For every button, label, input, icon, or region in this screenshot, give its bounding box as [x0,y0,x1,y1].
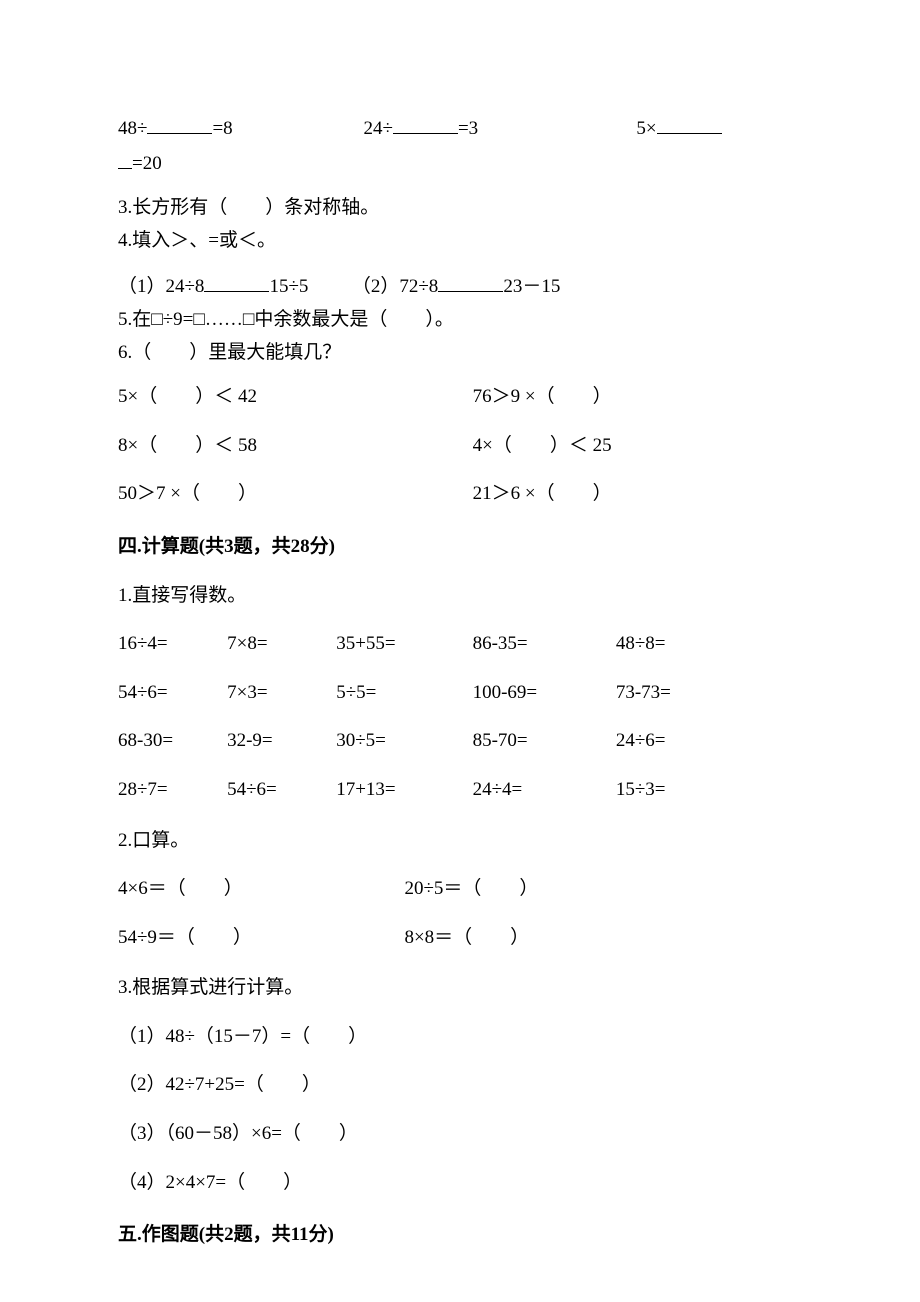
top-fill-row-1: 48÷ =8 24÷ =3 5× [118,114,800,143]
q6-row: 5×（ ）＜ 42 76＞9 ×（ ） [118,384,800,411]
top-fill-row-2: =20 [118,149,800,178]
right: 20÷5＝（ ） [404,876,745,903]
cell: 5÷5= [336,680,472,707]
cell: 85-70= [473,728,616,755]
left: 54÷9＝（ ） [118,925,404,952]
cell: 54÷6= [227,777,336,804]
s4-q2-row: 4×6＝（ ） 20÷5＝（ ） [118,876,800,903]
txt: 48÷ [118,118,147,139]
txt: 24÷ [364,118,393,139]
txt: =3 [458,118,478,139]
cell: 48÷8= [616,631,752,658]
cell: 73-73= [616,680,752,707]
cell: 32-9= [227,728,336,755]
cell: 68-30= [118,728,227,755]
top-fill-c: 5× [636,114,800,143]
q6: 6.（ ）里最大能填几？ [118,340,800,367]
q3: 3.长方形有（ ）条对称轴。 [118,195,800,222]
top-fill-b: 24÷ =3 [364,114,637,143]
cell: 30÷5= [336,728,472,755]
top-fill-a: 48÷ =8 [118,114,364,143]
cell: 28÷7= [118,777,227,804]
right: 8×8＝（ ） [404,925,745,952]
q4-items: （1）24÷8 15÷5 （2）72÷8 23－15 [118,272,800,301]
calc-row: 68-30= 32-9= 30÷5= 85-70= 24÷6= [118,728,800,755]
q6-left: 8×（ ）＜ 58 [118,433,473,460]
s4-q3-item: （3）（60－58）×6=（ ） [118,1121,800,1148]
calc-row: 54÷6= 7×3= 5÷5= 100-69= 73-73= [118,680,800,707]
cell: 7×3= [227,680,336,707]
blank-input[interactable] [118,149,132,169]
s4-q2-row: 54÷9＝（ ） 8×8＝（ ） [118,925,800,952]
q4-a-left: （1）24÷8 [118,276,204,297]
s4-q3: 3.根据算式进行计算。 [118,975,800,1002]
cell: 35+55= [336,631,472,658]
cell: 7×8= [227,631,336,658]
txt: =8 [212,118,232,139]
q5: 5.在□÷9=□……□中余数最大是（ ）。 [118,307,800,334]
blank-input[interactable] [393,114,458,134]
q4-b-left: （2）72÷8 [352,276,438,297]
q6-rows: 5×（ ）＜ 42 76＞9 ×（ ） 8×（ ）＜ 58 4×（ ）＜ 25 … [118,384,800,508]
s4-q3-items: （1）48÷（15－7）=（ ） （2）42÷7+25=（ ） （3）（60－5… [118,1024,800,1196]
q4-a-right: 15÷5 [269,276,308,297]
calc-row: 16÷4= 7×8= 35+55= 86-35= 48÷8= [118,631,800,658]
blank-input[interactable] [657,114,722,134]
blank-input[interactable] [204,272,269,292]
blank-input[interactable] [147,114,212,134]
q6-right: 21＞6 ×（ ） [473,481,800,508]
cell: 24÷4= [473,777,616,804]
cell: 54÷6= [118,680,227,707]
section-4-header: 四.计算题(共3题，共28分) [118,534,800,561]
cell: 86-35= [473,631,616,658]
cell: 100-69= [473,680,616,707]
q6-right: 4×（ ）＜ 25 [473,433,800,460]
s4-q2-rows: 4×6＝（ ） 20÷5＝（ ） 54÷9＝（ ） 8×8＝（ ） [118,876,800,951]
s4-q3-item: （1）48÷（15－7）=（ ） [118,1024,800,1051]
q6-left: 5×（ ）＜ 42 [118,384,473,411]
cell: 24÷6= [616,728,752,755]
page: 48÷ =8 24÷ =3 5× =20 3.长方形有（ ）条对称轴。 4.填入＞、… [0,0,920,1302]
s4-q1-grid: 16÷4= 7×8= 35+55= 86-35= 48÷8= 54÷6= 7×3… [118,631,800,803]
s4-q2: 2.口算。 [118,828,800,855]
cell: 15÷3= [616,777,752,804]
q6-row: 8×（ ）＜ 58 4×（ ）＜ 25 [118,433,800,460]
s4-q3-item: （4）2×4×7=（ ） [118,1170,800,1197]
calc-row: 28÷7= 54÷6= 17+13= 24÷4= 15÷3= [118,777,800,804]
txt: 5× [636,118,656,139]
txt: =20 [132,153,162,174]
cell: 17+13= [336,777,472,804]
q4: 4.填入＞、=或＜。 [118,228,800,255]
s4-q1: 1.直接写得数。 [118,583,800,610]
section-5-header: 五.作图题(共2题，共11分) [118,1222,800,1249]
s4-q3-item: （2）42÷7+25=（ ） [118,1072,800,1099]
left: 4×6＝（ ） [118,876,404,903]
q4-b-right: 23－15 [503,276,560,297]
q6-right: 76＞9 ×（ ） [473,384,800,411]
q6-row: 50＞7 ×（ ） 21＞6 ×（ ） [118,481,800,508]
blank-input[interactable] [438,272,503,292]
cell: 16÷4= [118,631,227,658]
q6-left: 50＞7 ×（ ） [118,481,473,508]
